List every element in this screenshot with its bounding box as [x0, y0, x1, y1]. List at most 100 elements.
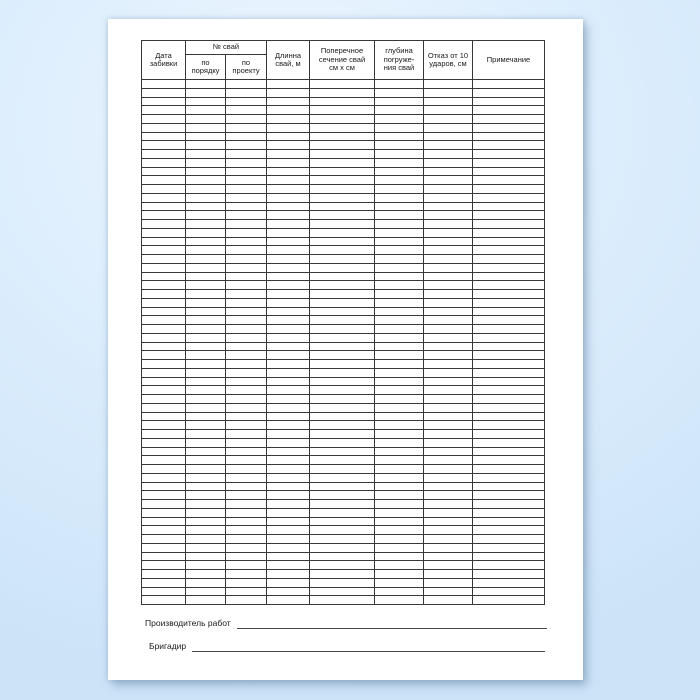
table-cell	[473, 403, 544, 412]
table-cell	[473, 298, 544, 307]
table-cell	[267, 430, 309, 438]
table-cell	[226, 220, 266, 228]
table-cell	[226, 438, 266, 447]
table-cell	[267, 465, 309, 473]
table-cell	[226, 185, 266, 193]
table-cell	[267, 517, 309, 526]
table-cell	[267, 543, 309, 552]
table-cell	[473, 351, 544, 359]
table-cell	[375, 228, 423, 237]
table-cell	[473, 377, 544, 386]
table-cell	[424, 333, 472, 342]
table-cell	[310, 237, 374, 246]
table-cell	[375, 123, 423, 132]
table-cell	[267, 360, 309, 368]
table-cell	[186, 351, 225, 359]
table-cell	[226, 456, 266, 464]
table-cell	[267, 237, 309, 246]
table-cell	[226, 290, 266, 298]
table-cell	[424, 141, 472, 149]
table-cell	[267, 158, 309, 167]
header-cell-refusal: Отказ от 10 ударов, см	[424, 41, 472, 79]
table-cell	[424, 246, 472, 254]
table-cell	[226, 386, 266, 394]
table-cell	[375, 517, 423, 526]
table-cell	[186, 473, 225, 482]
table-cell	[310, 430, 374, 438]
table-cell	[473, 88, 544, 97]
table-cell	[267, 211, 309, 219]
table-cell	[375, 246, 423, 254]
header-cell-pile-number: № свай	[186, 41, 266, 54]
table-cell	[424, 255, 472, 263]
table-cell	[310, 500, 374, 508]
table-cell	[267, 123, 309, 132]
table-cell	[226, 360, 266, 368]
table-cell	[310, 535, 374, 543]
table-cell	[186, 482, 225, 491]
table-cell	[473, 368, 544, 377]
table-cell	[226, 587, 266, 596]
table-cell	[226, 325, 266, 333]
table-cell	[473, 272, 544, 281]
table-cell	[226, 333, 266, 342]
table-cell	[424, 132, 472, 141]
table-cell	[310, 80, 374, 88]
table-cell	[186, 526, 225, 534]
table-cell	[424, 587, 472, 596]
table-cell	[375, 307, 423, 316]
table-cell	[424, 500, 472, 508]
table-cell	[142, 246, 185, 254]
table-cell	[186, 263, 225, 272]
table-cell	[186, 123, 225, 132]
table-cell	[310, 150, 374, 158]
table-cell	[424, 97, 472, 106]
table-cell	[375, 360, 423, 368]
table-cell	[310, 517, 374, 526]
table-cell	[142, 158, 185, 167]
table-cell	[226, 552, 266, 561]
table-cell	[267, 500, 309, 508]
table-cell	[375, 80, 423, 88]
table-cell	[142, 570, 185, 578]
table-cell	[226, 596, 266, 604]
table-cell	[375, 290, 423, 298]
table-cell	[424, 535, 472, 543]
table-cell	[186, 237, 225, 246]
table-cell	[142, 395, 185, 403]
table-cell	[226, 281, 266, 289]
table-cell	[375, 447, 423, 456]
table-cell	[473, 491, 544, 499]
pile-driving-table: Дата забивки № свай по порядку по проект…	[141, 40, 545, 605]
table-cell	[226, 368, 266, 377]
table-cell	[186, 447, 225, 456]
table-cell	[226, 351, 266, 359]
table-cell	[310, 123, 374, 132]
table-cell	[424, 307, 472, 316]
table-cell	[424, 377, 472, 386]
table-cell	[142, 167, 185, 176]
table-cell	[375, 176, 423, 184]
table-cell	[186, 316, 225, 324]
table-cell	[473, 386, 544, 394]
table-cell	[375, 386, 423, 394]
table-cell	[473, 430, 544, 438]
table-cell	[142, 368, 185, 377]
table-cell	[226, 578, 266, 587]
table-cell	[267, 167, 309, 176]
table-cell	[473, 395, 544, 403]
table-cell	[473, 412, 544, 421]
table-cell	[310, 386, 374, 394]
table-cell	[473, 570, 544, 578]
table-cell	[142, 342, 185, 351]
table-cell	[375, 255, 423, 263]
table-cell	[310, 141, 374, 149]
table-cell	[424, 298, 472, 307]
table-cell	[142, 351, 185, 359]
table-cell	[473, 211, 544, 219]
table-cell	[186, 88, 225, 97]
table-cell	[142, 482, 185, 491]
table-cell	[375, 202, 423, 211]
table-cell	[424, 465, 472, 473]
table-cell	[226, 167, 266, 176]
